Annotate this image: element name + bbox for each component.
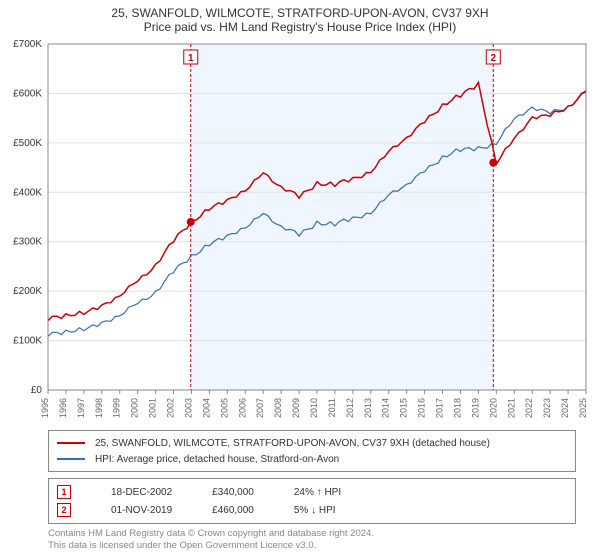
legend-label-property: 25, SWANFOLD, WILMCOTE, STRATFORD-UPON-A… — [95, 438, 490, 449]
svg-text:2021: 2021 — [506, 398, 516, 418]
title-block: 25, SWANFOLD, WILMCOTE, STRATFORD-UPON-A… — [0, 0, 600, 34]
svg-text:2012: 2012 — [345, 398, 355, 418]
svg-text:2003: 2003 — [183, 398, 193, 418]
svg-text:2019: 2019 — [470, 398, 480, 418]
title-sub: Price paid vs. HM Land Registry's House … — [0, 20, 600, 34]
transactions-box: 1 18-DEC-2002 £340,000 24% ↑ HPI 2 01-NO… — [48, 478, 576, 524]
svg-text:2025: 2025 — [578, 398, 588, 418]
svg-text:2008: 2008 — [273, 398, 283, 418]
svg-text:1999: 1999 — [112, 398, 122, 418]
svg-text:1: 1 — [188, 53, 194, 64]
transaction-date-1: 18-DEC-2002 — [111, 487, 172, 498]
svg-text:2: 2 — [491, 53, 497, 64]
svg-text:£400K: £400K — [13, 187, 42, 198]
svg-text:2010: 2010 — [309, 398, 319, 418]
svg-text:£100K: £100K — [13, 336, 42, 347]
svg-text:2023: 2023 — [542, 398, 552, 418]
svg-text:2011: 2011 — [327, 398, 337, 417]
svg-text:2017: 2017 — [435, 398, 445, 418]
chart-svg: £0 £100K £200K £300K £400K £500K £600K £700K 199… — [0, 34, 600, 424]
transaction-date-2: 01-NOV-2019 — [111, 505, 172, 516]
attribution: Contains HM Land Registry data © Crown c… — [48, 528, 576, 553]
transaction-price-2: £460,000 — [212, 505, 254, 516]
svg-text:2001: 2001 — [148, 398, 158, 418]
legend-row-property: 25, SWANFOLD, WILMCOTE, STRATFORD-UPON-A… — [57, 435, 567, 451]
title-main: 25, SWANFOLD, WILMCOTE, STRATFORD-UPON-A… — [0, 6, 600, 20]
svg-text:1996: 1996 — [58, 398, 68, 418]
chart-area: £0 £100K £200K £300K £400K £500K £600K £700K 199… — [0, 34, 600, 424]
transaction-row-2: 2 01-NOV-2019 £460,000 5% ↓ HPI — [57, 501, 567, 519]
transaction-marker-2: 2 — [57, 503, 71, 517]
svg-text:2005: 2005 — [219, 398, 229, 418]
svg-text:£600K: £600K — [13, 88, 42, 99]
svg-text:2018: 2018 — [452, 398, 462, 418]
svg-text:1997: 1997 — [76, 398, 86, 418]
svg-text:1998: 1998 — [94, 398, 104, 418]
svg-text:£200K: £200K — [13, 286, 42, 297]
transaction-price-1: £340,000 — [212, 487, 254, 498]
svg-text:2014: 2014 — [381, 398, 391, 418]
transaction-vshpi-1: 24% ↑ HPI — [294, 487, 341, 498]
attribution-line2: This data is licensed under the Open Gov… — [48, 540, 576, 552]
chart-container: 25, SWANFOLD, WILMCOTE, STRATFORD-UPON-A… — [0, 0, 600, 560]
legend-swatch-hpi — [57, 458, 85, 460]
attribution-line1: Contains HM Land Registry data © Crown c… — [48, 528, 576, 540]
svg-text:2000: 2000 — [130, 398, 140, 418]
svg-text:2013: 2013 — [363, 398, 373, 418]
svg-text:2004: 2004 — [201, 398, 211, 418]
svg-text:1995: 1995 — [40, 398, 50, 418]
svg-text:£0: £0 — [31, 385, 43, 396]
svg-text:2009: 2009 — [291, 398, 301, 418]
transaction-vshpi-2: 5% ↓ HPI — [294, 505, 336, 516]
svg-text:2007: 2007 — [255, 398, 265, 418]
svg-text:2020: 2020 — [488, 398, 498, 418]
svg-text:2022: 2022 — [524, 398, 534, 418]
transaction-row-1: 1 18-DEC-2002 £340,000 24% ↑ HPI — [57, 483, 567, 501]
legend-swatch-property — [57, 442, 85, 444]
svg-text:2015: 2015 — [399, 398, 409, 418]
svg-text:2002: 2002 — [166, 398, 176, 418]
transaction-marker-1: 1 — [57, 485, 71, 499]
legend-label-hpi: HPI: Average price, detached house, Stra… — [95, 454, 339, 465]
svg-text:£500K: £500K — [13, 138, 42, 149]
svg-text:2024: 2024 — [560, 398, 570, 418]
legend-box: 25, SWANFOLD, WILMCOTE, STRATFORD-UPON-A… — [48, 430, 576, 472]
svg-text:£300K: £300K — [13, 237, 42, 248]
svg-text:2016: 2016 — [417, 398, 427, 418]
svg-text:£700K: £700K — [13, 39, 42, 50]
legend-row-hpi: HPI: Average price, detached house, Stra… — [57, 451, 567, 467]
svg-text:2006: 2006 — [237, 398, 247, 418]
